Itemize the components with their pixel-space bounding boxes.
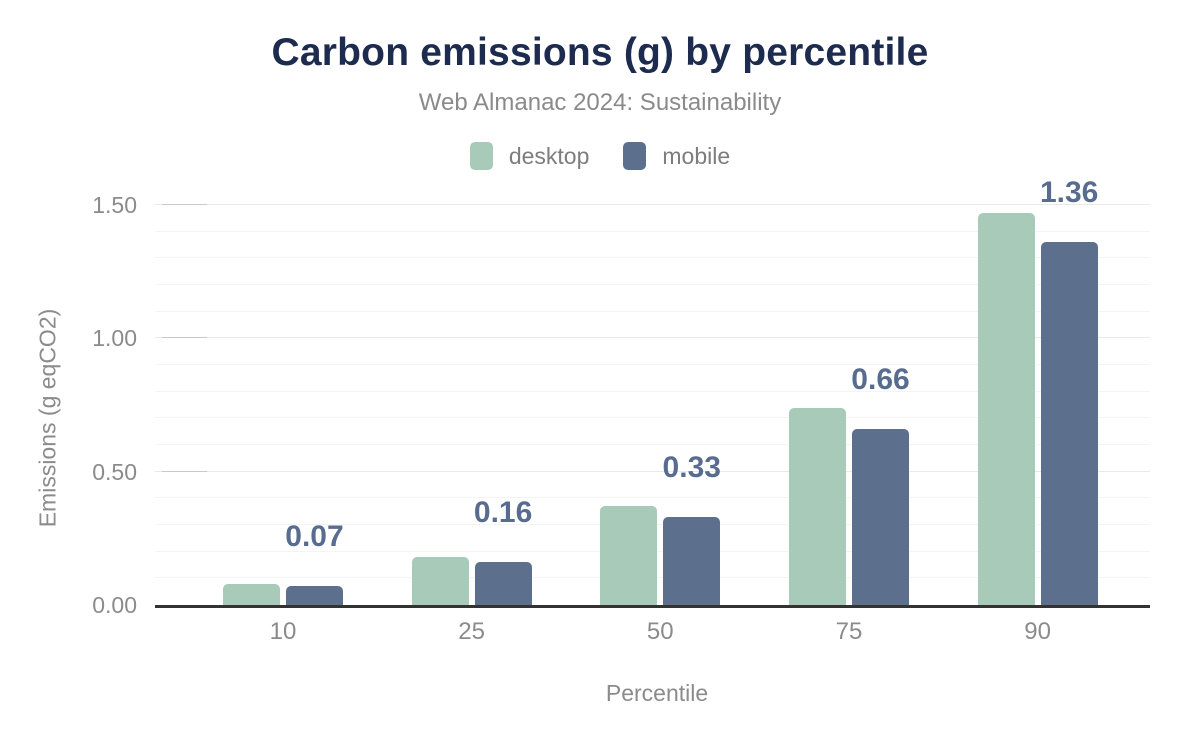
x-tick-label: 75 xyxy=(835,618,863,645)
chart-subtitle: Web Almanac 2024: Sustainability xyxy=(418,89,782,116)
gridline-minor xyxy=(155,444,1150,445)
bar-mobile-p90[interactable] xyxy=(1040,242,1098,605)
y-tick-label: 1.50 xyxy=(92,192,137,218)
legend-item-mobile[interactable]: mobile xyxy=(623,142,730,170)
y-tick-label: 0.00 xyxy=(92,592,137,618)
y-tick-label: 1.00 xyxy=(92,325,137,352)
bar-value-label: 0.33 xyxy=(662,451,721,484)
bar-desktop-p90[interactable] xyxy=(977,213,1035,605)
gridline-minor xyxy=(155,417,1150,419)
bar-mobile-p75[interactable] xyxy=(852,429,909,605)
gridline-minor xyxy=(155,310,1150,312)
bar-value-label: 0.16 xyxy=(473,496,533,530)
gridline-minor xyxy=(155,390,1150,392)
x-tick-label: 10 xyxy=(269,618,297,645)
bar-desktop-p50[interactable] xyxy=(600,506,658,605)
chart-title: Carbon emissions (g) by percentile xyxy=(271,31,929,74)
legend-item-desktop[interactable]: desktop xyxy=(469,142,590,170)
gridline-minor xyxy=(155,257,1150,259)
gridline-minor xyxy=(155,497,1150,499)
y-tick-label: 0.50 xyxy=(92,458,137,485)
y-tick-mark xyxy=(162,337,207,339)
bar-mobile-p10[interactable] xyxy=(285,586,343,605)
y-tick-mark xyxy=(162,470,207,472)
x-tick-label: 50 xyxy=(646,618,674,645)
gridline-minor xyxy=(155,230,1150,232)
y-tick-mark xyxy=(162,204,207,205)
x-tick-label: 90 xyxy=(1024,618,1052,645)
gridline-major xyxy=(155,204,1150,205)
bar-value-label: 0.07 xyxy=(285,520,344,554)
bar-value-label: 0.66 xyxy=(851,363,910,396)
bar-mobile-p25[interactable] xyxy=(474,562,532,605)
gridline-minor xyxy=(155,364,1150,365)
y-axis-title: Emissions (g eqCO2) xyxy=(34,308,61,528)
legend-swatch-mobile-icon xyxy=(623,142,647,170)
plot-area: 0.00 0.50 1.00 1.50 0.07 0.16 0.33 0.66 1.36 xyxy=(92,178,1150,617)
bar-desktop-p75[interactable] xyxy=(789,407,846,605)
bar-desktop-p10[interactable] xyxy=(222,583,280,605)
legend-swatch-desktop-icon xyxy=(469,142,493,170)
legend: desktop mobile xyxy=(0,142,1200,170)
x-tick-label: 25 xyxy=(458,618,485,645)
legend-label: mobile xyxy=(662,142,731,169)
gridline-major xyxy=(155,337,1150,339)
legend-label: desktop xyxy=(508,142,590,169)
gridline-minor xyxy=(155,284,1150,285)
gridline-major xyxy=(155,470,1150,472)
x-axis-title: Percentile xyxy=(605,680,709,706)
bar-desktop-p25[interactable] xyxy=(411,557,469,605)
bar-mobile-p50[interactable] xyxy=(663,517,721,605)
bar-value-label: 1.36 xyxy=(1039,176,1099,210)
